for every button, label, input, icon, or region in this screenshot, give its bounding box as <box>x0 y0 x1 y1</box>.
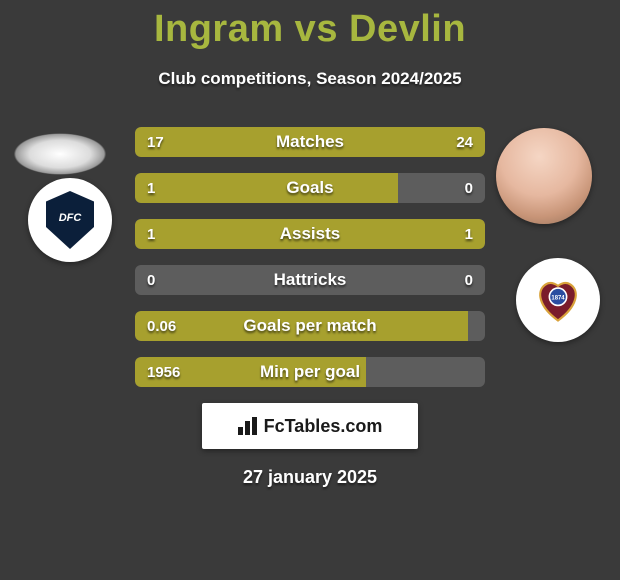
stat-label: Min per goal <box>135 357 485 387</box>
branding-logo-icon <box>238 417 258 435</box>
comparison-bars: 1724Matches 10Goals 11Assists 00Hattricks 0.… <box>0 127 620 387</box>
branding-text: FcTables.com <box>264 416 383 437</box>
stat-row: 11Assists <box>135 219 485 249</box>
stat-label: Assists <box>135 219 485 249</box>
comparison-date: 27 january 2025 <box>0 467 620 488</box>
branding-badge: FcTables.com <box>202 403 418 449</box>
comparison-subtitle: Club competitions, Season 2024/2025 <box>0 69 620 89</box>
comparison-title: Ingram vs Devlin <box>0 0 620 51</box>
stat-label: Goals <box>135 173 485 203</box>
stat-row: 1724Matches <box>135 127 485 157</box>
stat-row: 1956Min per goal <box>135 357 485 387</box>
stat-row: 0.06Goals per match <box>135 311 485 341</box>
stat-row: 10Goals <box>135 173 485 203</box>
stat-label: Hattricks <box>135 265 485 295</box>
stat-label: Matches <box>135 127 485 157</box>
stat-row: 00Hattricks <box>135 265 485 295</box>
stat-label: Goals per match <box>135 311 485 341</box>
